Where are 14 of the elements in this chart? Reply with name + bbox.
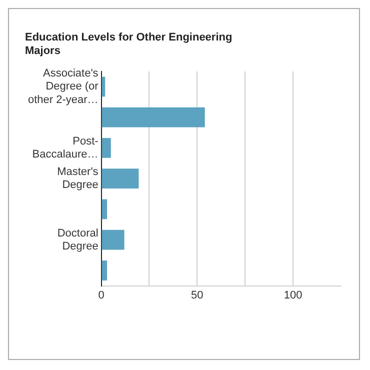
y-tick-label: Doctoral Degree [57,227,98,252]
bar [102,230,124,250]
x-tick-label: 100 [284,289,302,302]
x-tick-label: 0 [98,289,104,302]
bar [102,107,205,128]
chart-title: Education Levels for Other Engineering Majors [25,32,232,57]
y-tick-label: Master's Degree [57,166,99,192]
bar [102,199,108,220]
y-tick-label: Post-Baccalaure… [32,135,99,161]
bar [102,138,111,158]
x-tick-label: 50 [191,289,204,302]
bar [102,168,139,189]
bar [102,260,108,280]
y-tick-label: Associate's Degree (or other 2-year… [28,68,99,106]
